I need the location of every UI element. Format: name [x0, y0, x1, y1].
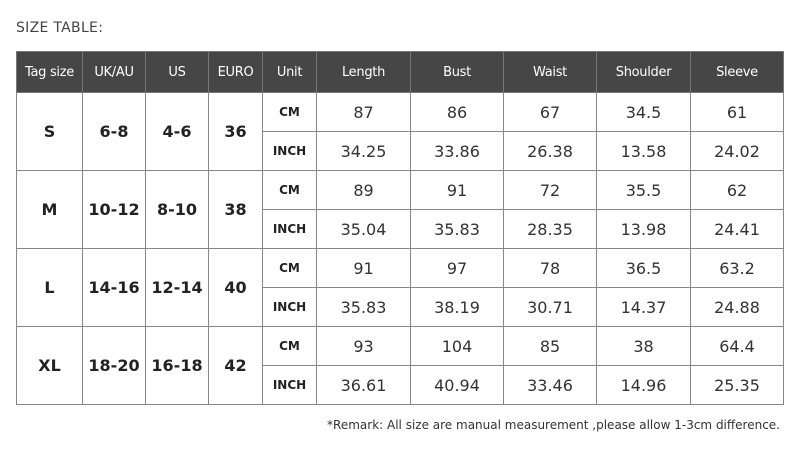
column-header-length: Length — [316, 51, 411, 93]
uk-au-cell: 14-16 — [82, 248, 146, 327]
length-cell: 89 — [316, 170, 411, 210]
tag-size-cell: S — [16, 92, 83, 171]
shoulder-cell: 35.5 — [596, 170, 691, 210]
column-header-tag-size: Tag size — [16, 51, 83, 93]
unit-cell: CM — [262, 92, 317, 132]
us-cell: 4-6 — [145, 92, 209, 171]
waist-cell: 28.35 — [503, 209, 597, 249]
sleeve-cell: 62 — [690, 170, 784, 210]
length-cell: 35.04 — [316, 209, 411, 249]
sleeve-cell: 24.41 — [690, 209, 784, 249]
column-header-unit: Unit — [262, 51, 317, 93]
table-row-cm: L 14-16 12-14 40 CM 91 97 78 36.5 63.2 — [16, 248, 784, 327]
shoulder-cell: 34.5 — [596, 92, 691, 132]
waist-cell: 78 — [503, 248, 597, 288]
length-cell: 93 — [316, 326, 411, 366]
us-cell: 16-18 — [145, 326, 209, 405]
bust-cell: 97 — [410, 248, 504, 288]
unit-cell: CM — [262, 326, 317, 366]
unit-cell: INCH — [262, 287, 317, 327]
length-cell: 34.25 — [316, 131, 411, 171]
waist-cell: 67 — [503, 92, 597, 132]
bust-cell: 33.86 — [410, 131, 504, 171]
table-row-cm: M 10-12 8-10 38 CM 89 91 72 35.5 62 — [16, 170, 784, 249]
us-cell: 12-14 — [145, 248, 209, 327]
size-table: Tag size UK/AU US EURO Unit Length Bust Waist Sh… — [16, 51, 784, 405]
uk-au-cell: 6-8 — [82, 92, 146, 171]
unit-cell: CM — [262, 248, 317, 288]
bust-cell: 86 — [410, 92, 504, 132]
column-header-sleeve: Sleeve — [690, 51, 784, 93]
euro-cell: 40 — [208, 248, 263, 327]
unit-cell: INCH — [262, 365, 317, 405]
page-title: SIZE TABLE: — [16, 20, 104, 36]
length-cell: 36.61 — [316, 365, 411, 405]
shoulder-cell: 38 — [596, 326, 691, 366]
remark-note: *Remark: All size are manual measurement… — [327, 418, 780, 432]
unit-cell: CM — [262, 170, 317, 210]
table-row-inch: INCH 35.83 38.19 30.71 14.37 24.88 — [17, 287, 784, 327]
shoulder-cell: 13.98 — [596, 209, 691, 249]
column-header-waist: Waist — [503, 51, 597, 93]
column-header-bust: Bust — [410, 51, 504, 93]
bust-cell: 35.83 — [410, 209, 504, 249]
tag-size-cell: L — [16, 248, 83, 327]
length-cell: 35.83 — [316, 287, 411, 327]
table-row-inch: INCH 34.25 33.86 26.38 13.58 24.02 — [17, 131, 784, 171]
tag-size-cell: M — [16, 170, 83, 249]
table-row-inch: INCH 36.61 40.94 33.46 14.96 25.35 — [17, 365, 784, 405]
sleeve-cell: 61 — [690, 92, 784, 132]
waist-cell: 33.46 — [503, 365, 597, 405]
length-cell: 91 — [316, 248, 411, 288]
unit-cell: INCH — [262, 209, 317, 249]
sleeve-cell: 63.2 — [690, 248, 784, 288]
waist-cell: 85 — [503, 326, 597, 366]
column-header-uk-au: UK/AU — [82, 51, 146, 93]
length-cell: 87 — [316, 92, 411, 132]
shoulder-cell: 14.37 — [596, 287, 691, 327]
bust-cell: 104 — [410, 326, 504, 366]
euro-cell: 42 — [208, 326, 263, 405]
table-row-cm: XL 18-20 16-18 42 CM 93 104 85 38 64.4 — [16, 326, 784, 405]
sleeve-cell: 25.35 — [690, 365, 784, 405]
table-row-inch: INCH 35.04 35.83 28.35 13.98 24.41 — [17, 209, 784, 249]
column-header-shoulder: Shoulder — [596, 51, 691, 93]
unit-cell: INCH — [262, 131, 317, 171]
bust-cell: 38.19 — [410, 287, 504, 327]
shoulder-cell: 13.58 — [596, 131, 691, 171]
uk-au-cell: 10-12 — [82, 170, 146, 249]
column-header-euro: EURO — [208, 51, 263, 93]
uk-au-cell: 18-20 — [82, 326, 146, 405]
shoulder-cell: 14.96 — [596, 365, 691, 405]
table-header-row: Tag size UK/AU US EURO Unit Length Bust Waist Sh… — [16, 51, 784, 93]
column-header-us: US — [145, 51, 209, 93]
waist-cell: 26.38 — [503, 131, 597, 171]
waist-cell: 72 — [503, 170, 597, 210]
euro-cell: 38 — [208, 170, 263, 249]
sleeve-cell: 24.88 — [690, 287, 784, 327]
shoulder-cell: 36.5 — [596, 248, 691, 288]
sleeve-cell: 64.4 — [690, 326, 784, 366]
euro-cell: 36 — [208, 92, 263, 171]
sleeve-cell: 24.02 — [690, 131, 784, 171]
bust-cell: 40.94 — [410, 365, 504, 405]
tag-size-cell: XL — [16, 326, 83, 405]
bust-cell: 91 — [410, 170, 504, 210]
table-row-cm: S 6-8 4-6 36 CM 87 86 67 34.5 61 — [16, 92, 784, 171]
us-cell: 8-10 — [145, 170, 209, 249]
waist-cell: 30.71 — [503, 287, 597, 327]
